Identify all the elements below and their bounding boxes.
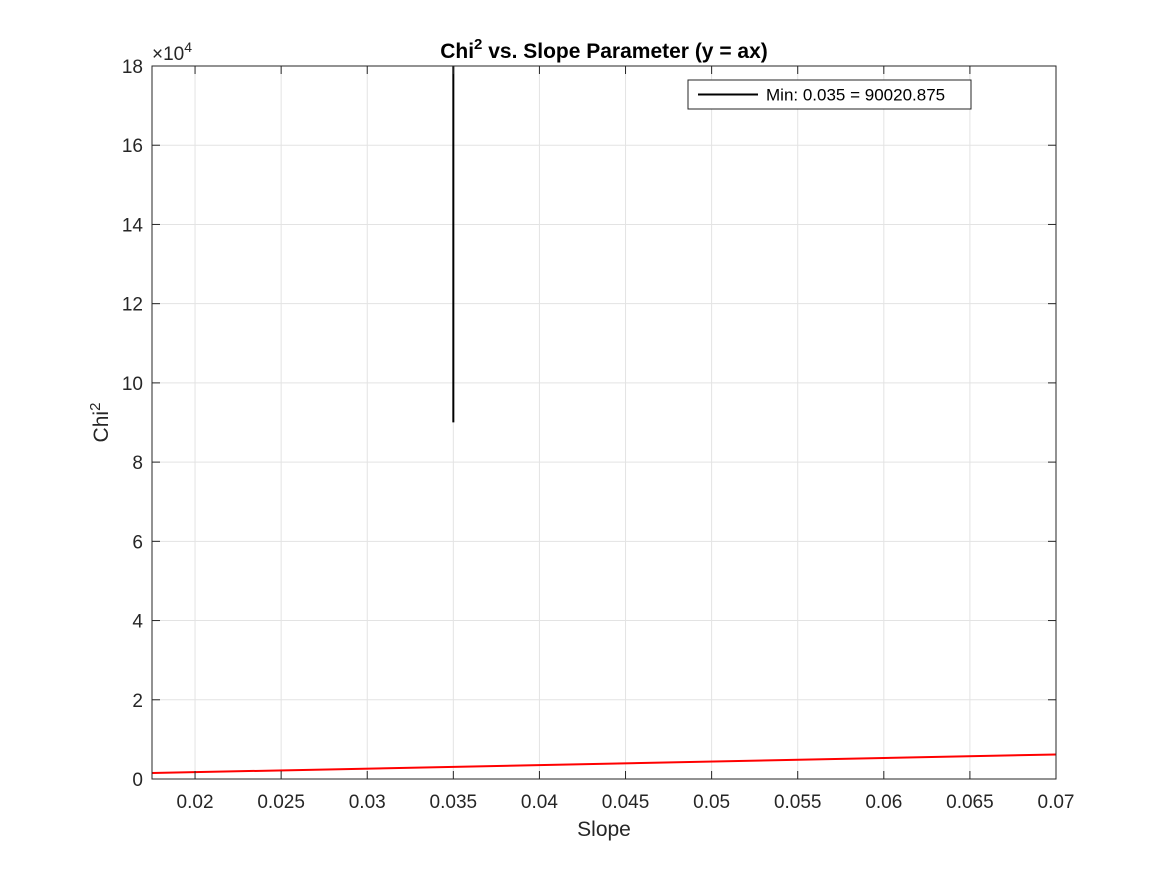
y-tick-label: 8 — [132, 453, 143, 474]
x-tick-label: 0.055 — [774, 792, 822, 813]
y-tick-labels: 0 2 4 6 8 10 12 14 16 18 — [122, 57, 144, 791]
x-tick-label: 0.02 — [177, 792, 214, 813]
y-tick-label: 6 — [132, 532, 143, 553]
x-axis-label: Slope — [577, 818, 631, 841]
x-tick-label: 0.025 — [257, 792, 305, 813]
x-tick-labels: 0.02 0.025 0.03 0.035 0.04 0.045 0.05 0.055 0.06… — [177, 792, 1075, 813]
y-tick-label: 12 — [122, 295, 143, 316]
y-tick-label: 0 — [132, 770, 143, 791]
legend[interactable]: Min: 0.035 = 90020.875 — [687, 79, 972, 110]
y-tick-label: 14 — [122, 215, 144, 236]
x-tick-label: 0.045 — [602, 792, 650, 813]
y-tick-label: 18 — [122, 57, 143, 78]
chart-title-suffix: vs. Slope Parameter (y = ax) — [482, 40, 767, 63]
y-axis-exponent: ×104 — [152, 39, 192, 65]
axes-box — [151, 65, 1057, 780]
x-tick-label: 0.07 — [1038, 792, 1075, 813]
series-line-1 — [151, 753, 1057, 775]
y-tick-label: 4 — [132, 612, 143, 633]
x-tick-label: 0.05 — [693, 792, 730, 813]
y-tick-label: 10 — [122, 374, 143, 395]
x-tick-label: 0.03 — [349, 792, 386, 813]
y-tick-label: 2 — [132, 691, 143, 712]
chart-title-superscript: 2 — [474, 36, 482, 53]
y-exponent-base: ×10 — [152, 44, 184, 65]
legend-label-min: Min: 0.035 = 90020.875 — [766, 86, 945, 105]
y-exponent-power: 4 — [184, 39, 192, 55]
y-axis-label: Chi2 — [87, 403, 113, 443]
axis-ticks — [152, 65, 1057, 780]
x-tick-label: 0.04 — [521, 792, 558, 813]
x-tick-label: 0.065 — [946, 792, 994, 813]
x-tick-label: 0.035 — [430, 792, 478, 813]
y-axis-label-base: Chi — [90, 411, 113, 443]
y-tick-label: 16 — [122, 136, 143, 157]
chart-title: Chi2 vs. Slope Parameter (y = ax) — [440, 36, 768, 63]
x-tick-label: 0.06 — [865, 792, 902, 813]
chart-title-prefix: Chi — [440, 40, 474, 63]
plot-series — [151, 66, 1057, 775]
y-axis-label-superscript: 2 — [87, 403, 104, 411]
